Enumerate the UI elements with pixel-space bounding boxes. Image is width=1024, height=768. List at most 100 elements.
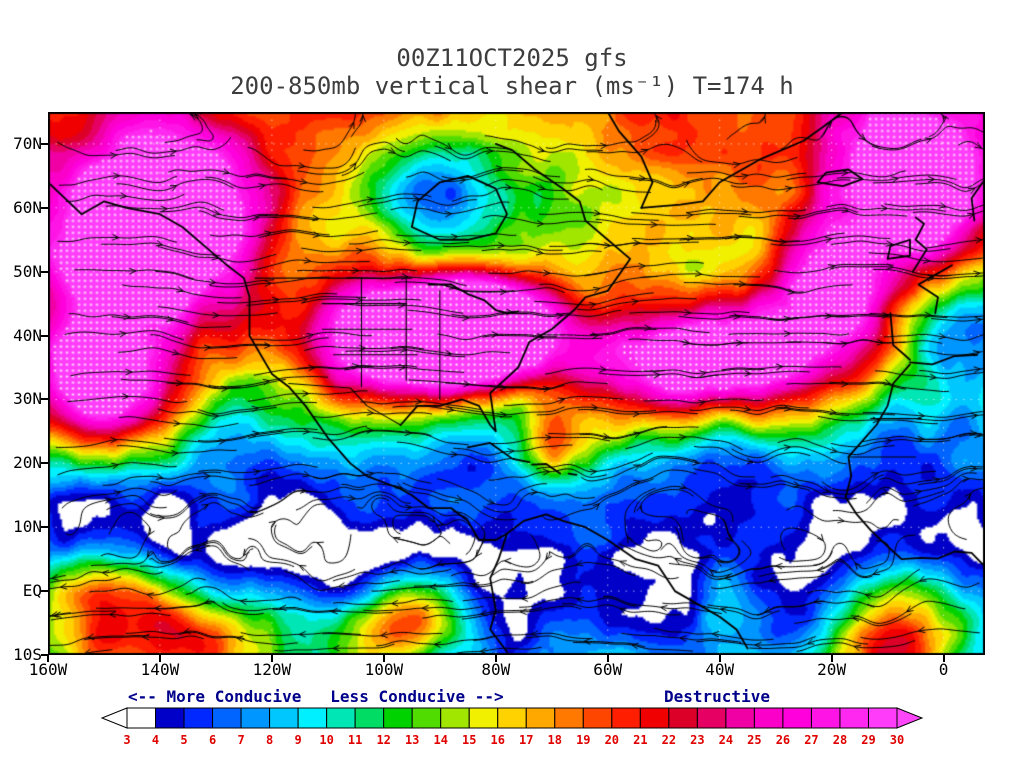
colorbar-tick-label: 6 (209, 733, 216, 747)
colorbar-over-arrow (896, 707, 924, 729)
colorbar-segment (753, 707, 784, 729)
colorbar-tick-label: 24 (719, 733, 733, 747)
colorbar-tick-label: 14 (433, 733, 447, 747)
colorbar-tick-label: 15 (462, 733, 476, 747)
colorbar-tick-label: 4 (152, 733, 159, 747)
colorbar-segment (525, 707, 556, 729)
lat-tick-label: 10N (13, 517, 42, 537)
colorbar-segment (183, 707, 214, 729)
colorbar-segment (383, 707, 413, 729)
colorbar-tick-label: 7 (237, 733, 244, 747)
colorbar-segment (269, 707, 299, 729)
colorbar-tick-label: 11 (348, 733, 362, 747)
colorbar-segment (668, 707, 698, 729)
lon-tick-label: 60W (593, 660, 623, 679)
colorbar-tick-label: 3 (123, 733, 130, 747)
lat-tick-label: EQ (22, 581, 42, 601)
lon-tick-mark (606, 655, 609, 662)
lon-tick-label: 140W (140, 660, 180, 679)
lon-tick-mark (718, 655, 721, 662)
plot-title-variable: 200-850mb vertical shear (ms⁻¹) T=174 h (230, 72, 794, 100)
lon-tick-mark (942, 655, 945, 662)
lon-tick-mark (382, 655, 385, 662)
colorbar-under-arrow (100, 707, 128, 729)
colorbar-segment (554, 707, 584, 729)
colorbar-tick-label: 8 (266, 733, 273, 747)
colorbar-segment (155, 707, 185, 729)
lat-tick-mark (41, 398, 48, 401)
lat-tick-mark (41, 334, 48, 337)
lon-tick-mark (830, 655, 833, 662)
colorbar-segment (611, 707, 641, 729)
colorbar-tick-label: 5 (180, 733, 187, 747)
colorbar-caption-destructive: Destructive (664, 687, 770, 706)
lon-tick-label: 40W (705, 660, 735, 679)
lat-tick-label: 60N (13, 197, 42, 217)
lon-tick-mark (47, 655, 49, 662)
colorbar-tick-label: 18 (548, 733, 562, 747)
colorbar-tick-label: 9 (294, 733, 301, 747)
colorbar-tick-label: 25 (747, 733, 761, 747)
colorbar-tick-label: 23 (690, 733, 704, 747)
colorbar-tick-label: 30 (890, 733, 904, 747)
lat-tick-mark (41, 142, 48, 145)
colorbar-tick-label: 16 (491, 733, 505, 747)
lat-tick-mark (41, 206, 48, 209)
colorbar-segment (639, 707, 670, 729)
colorbar-segment (497, 707, 527, 729)
colorbar-tick-label: 27 (804, 733, 818, 747)
colorbar-segment (326, 707, 356, 729)
lon-tick-label: 120W (252, 660, 292, 679)
shear-field-map (48, 112, 985, 655)
colorbar-segment (240, 707, 271, 729)
lon-tick-label: 100W (364, 660, 404, 679)
colorbar-segment (354, 707, 385, 729)
lat-tick-label: 70N (13, 133, 42, 153)
lon-tick-label: 160W (28, 660, 68, 679)
lon-tick-mark (158, 655, 161, 662)
colorbar-tick-label: 10 (319, 733, 333, 747)
colorbar-tick-label: 19 (576, 733, 590, 747)
lat-tick-mark (41, 526, 48, 529)
colorbar-tick-label: 22 (662, 733, 676, 747)
colorbar-segment (297, 707, 328, 729)
colorbar-caption-conducive: <-- More Conducive Less Conducive --> (128, 687, 504, 706)
colorbar-tick-label: 28 (833, 733, 847, 747)
lat-tick-label: 20N (13, 453, 42, 473)
colorbar-tick-label: 26 (776, 733, 790, 747)
colorbar-segment (810, 707, 841, 729)
lat-tick-mark (41, 654, 48, 656)
colorbar-segment (126, 707, 157, 729)
plot-title-model: 00Z11OCT2025 gfs (396, 44, 628, 72)
colorbar-segment (582, 707, 613, 729)
colorbar-segment (411, 707, 442, 729)
colorbar-segment (839, 707, 869, 729)
lon-tick-label: 80W (481, 660, 511, 679)
lat-tick-mark (41, 270, 48, 273)
lat-tick-mark (41, 590, 48, 593)
lon-tick-mark (270, 655, 273, 662)
colorbar-segment (696, 707, 727, 729)
colorbar-segment (725, 707, 755, 729)
colorbar-svg: 3 4 5 6 7 8 9 10 11 12 13 14 15 16 17 18 19 20 21 22 23 24 25 2… (100, 707, 924, 747)
colorbar-segment (867, 707, 898, 729)
lon-tick-mark (494, 655, 497, 662)
lon-tick-label: 20W (817, 660, 847, 679)
colorbar-tick-label: 17 (519, 733, 533, 747)
lat-tick-label: 30N (13, 389, 42, 409)
colorbar-segment (468, 707, 499, 729)
lat-tick-label: 10S (13, 645, 42, 664)
lat-tick-mark (41, 462, 48, 465)
colorbar-segment (212, 707, 242, 729)
colorbar-tick-label: 20 (605, 733, 619, 747)
colorbar-segment (782, 707, 812, 729)
lat-tick-label: 50N (13, 261, 42, 281)
colorbar-segment (440, 707, 470, 729)
lon-tick-label: 0 (938, 660, 949, 679)
colorbar-tick-label: 29 (861, 733, 875, 747)
colorbar: 3 4 5 6 7 8 9 10 11 12 13 14 15 16 17 18 19 20 21 22 23 24 25 2… (100, 706, 924, 752)
colorbar-tick-label: 21 (633, 733, 647, 747)
colorbar-tick-label: 12 (376, 733, 390, 747)
lat-tick-label: 40N (13, 325, 42, 345)
